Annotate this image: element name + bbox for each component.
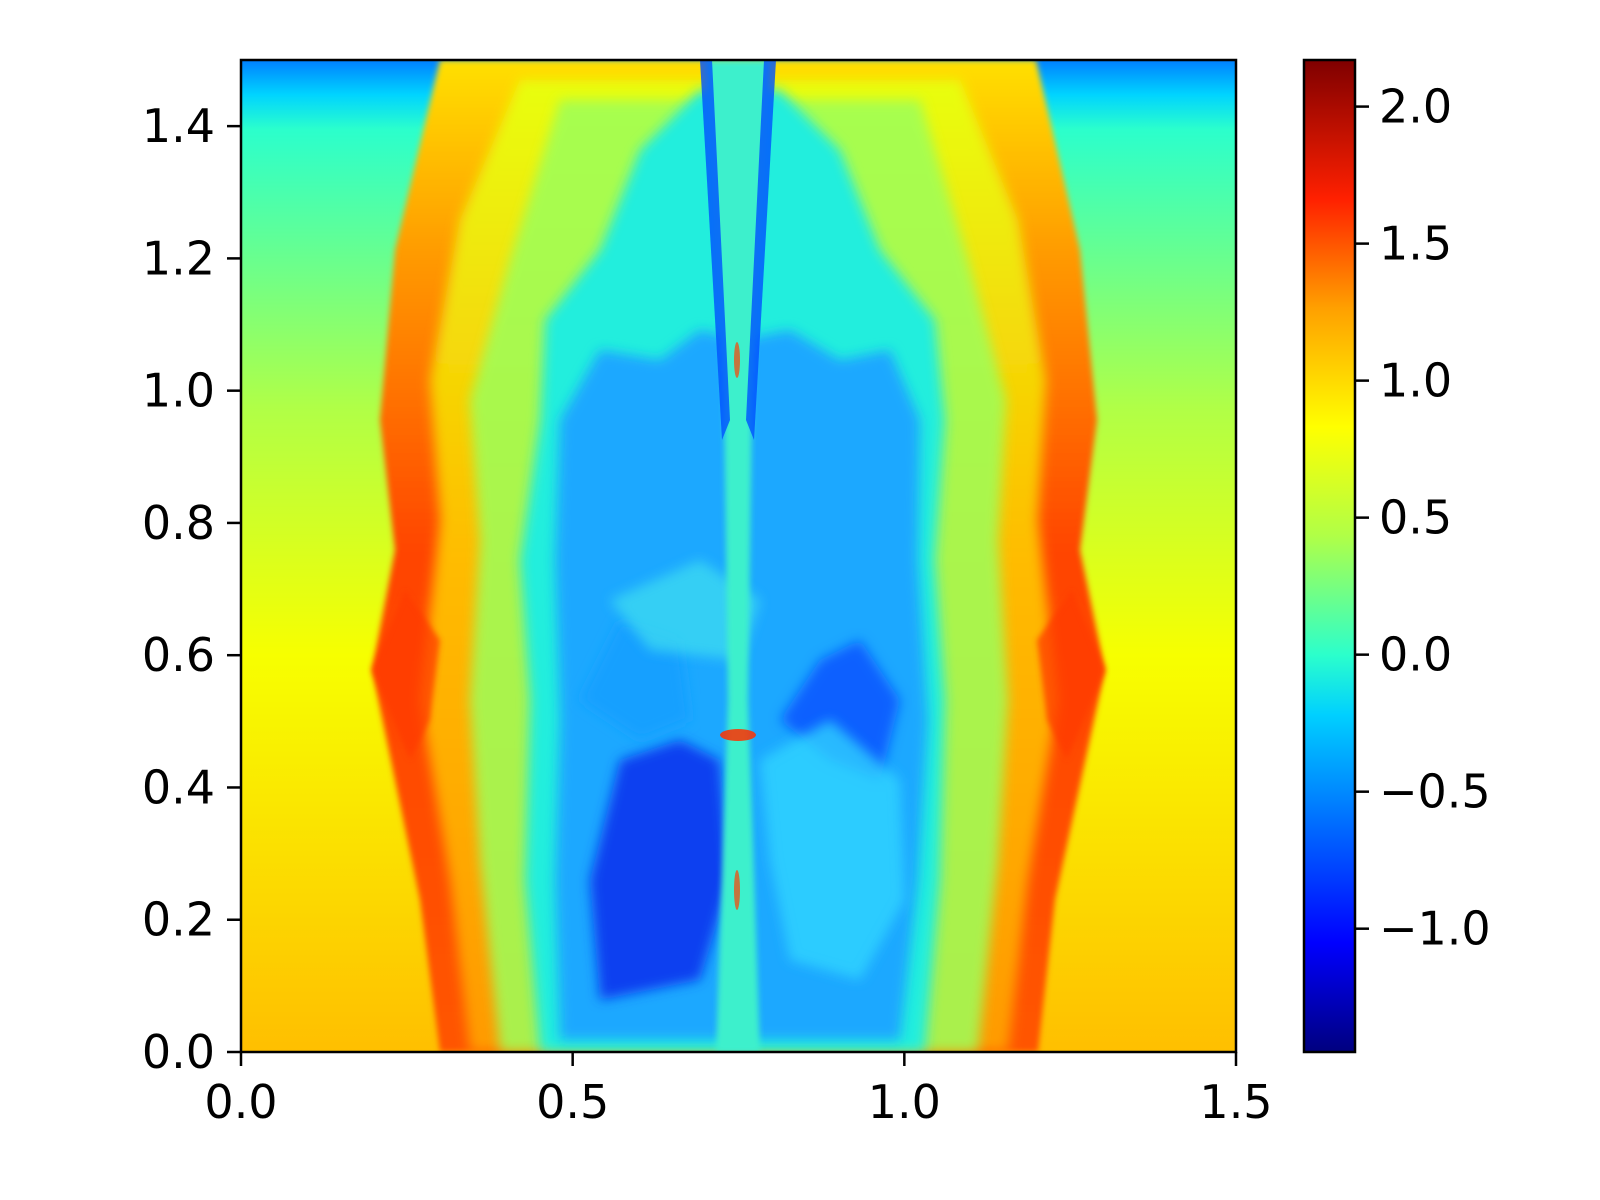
colorbar-tick-label: 0.0 (1379, 628, 1452, 682)
y-tick-label: 0.4 (142, 760, 215, 814)
colorbar-tick-label: 0.5 (1379, 491, 1452, 545)
colorbar: −1.0 −0.5 0.0 0.5 1.0 1.5 2.0 (1302, 58, 1491, 1054)
y-tick-label: 0.2 (142, 893, 215, 947)
colorbar-gradient (1302, 58, 1357, 1054)
colorbar-tick-label: −1.0 (1379, 902, 1491, 956)
x-tick-label: 1.0 (868, 1075, 941, 1129)
colorbar-tick-label: 2.0 (1379, 80, 1452, 134)
y-tick-label: 1.2 (142, 231, 215, 285)
y-tick-label: 1.0 (142, 364, 215, 418)
x-tick-label: 0.5 (536, 1075, 609, 1129)
colorbar-tick-label: −0.5 (1379, 765, 1491, 819)
y-axis: 0.0 0.2 0.4 0.6 0.8 1.0 1.2 1.4 (142, 99, 241, 1079)
plot-frame (239, 58, 1238, 1054)
x-tick-label: 0.0 (204, 1075, 277, 1129)
heatmap-field (241, 60, 1236, 1052)
x-axis: 0.0 0.5 1.0 1.5 (204, 1052, 1273, 1129)
colorbar-tick-label: 1.0 (1379, 354, 1452, 408)
x-tick-label: 1.5 (1199, 1075, 1272, 1129)
y-tick-label: 0.0 (142, 1025, 215, 1079)
y-tick-label: 0.6 (142, 628, 215, 682)
y-tick-label: 1.4 (142, 99, 215, 153)
colorbar-tick-label: 1.5 (1379, 217, 1452, 271)
colorbar-ticks: −1.0 −0.5 0.0 0.5 1.0 1.5 2.0 (1355, 80, 1491, 956)
y-tick-label: 0.8 (142, 496, 215, 550)
